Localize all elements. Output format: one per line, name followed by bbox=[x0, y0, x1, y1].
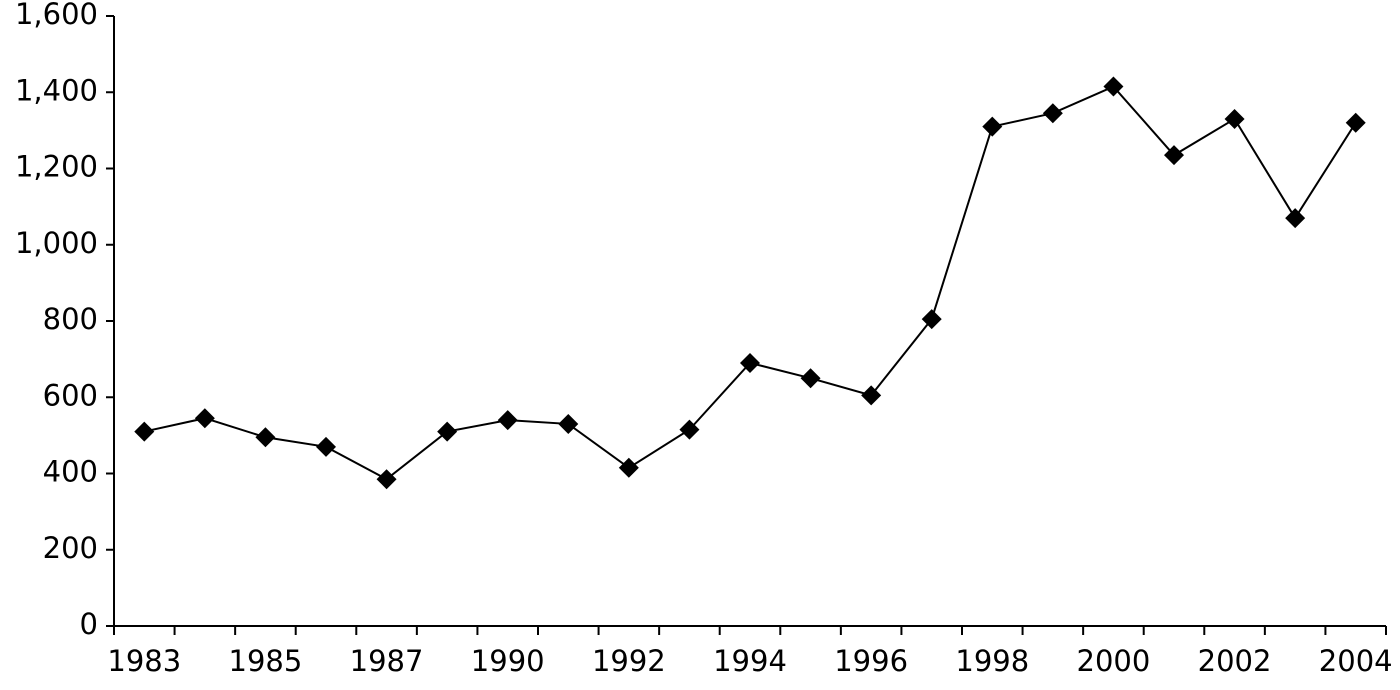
x-tick-label: 1983 bbox=[107, 644, 181, 678]
marker bbox=[194, 408, 215, 429]
x-tick-label: 1994 bbox=[713, 644, 787, 678]
marker bbox=[1164, 145, 1184, 166]
x-tick-label: 1992 bbox=[592, 644, 666, 678]
marker bbox=[679, 419, 700, 440]
marker bbox=[558, 413, 579, 434]
y-tick-label: 200 bbox=[43, 531, 98, 565]
marker bbox=[618, 457, 639, 478]
x-tick-label: 2004 bbox=[1319, 644, 1393, 678]
x-tick-label: 1998 bbox=[955, 644, 1029, 678]
marker bbox=[800, 368, 821, 389]
y-tick-label: 0 bbox=[80, 607, 98, 641]
y-tick-label: 1,400 bbox=[15, 73, 98, 107]
marker bbox=[1103, 76, 1124, 97]
marker bbox=[1224, 108, 1245, 129]
x-tick-label: 1990 bbox=[471, 644, 545, 678]
marker bbox=[316, 436, 336, 457]
marker bbox=[134, 421, 155, 442]
x-tick-label: 1987 bbox=[350, 644, 424, 678]
marker bbox=[1345, 112, 1366, 133]
y-tick-label: 1,000 bbox=[15, 226, 98, 260]
marker bbox=[1285, 208, 1306, 229]
y-tick-label: 1,200 bbox=[15, 150, 98, 184]
y-tick-label: 600 bbox=[43, 378, 98, 412]
x-tick-label: 1985 bbox=[229, 644, 303, 678]
marker bbox=[861, 385, 882, 406]
marker bbox=[437, 421, 458, 442]
y-tick-label: 400 bbox=[43, 455, 98, 489]
marker bbox=[921, 309, 942, 330]
marker bbox=[740, 352, 760, 373]
x-tick-label: 2000 bbox=[1077, 644, 1151, 678]
marker bbox=[255, 427, 276, 448]
marker bbox=[1042, 103, 1063, 124]
marker bbox=[376, 469, 397, 490]
marker bbox=[982, 116, 1003, 137]
x-tick-label: 1996 bbox=[834, 644, 908, 678]
y-tick-label: 1,600 bbox=[15, 0, 98, 31]
x-tick-label: 2002 bbox=[1198, 644, 1272, 678]
marker bbox=[497, 410, 518, 431]
y-tick-label: 800 bbox=[43, 302, 98, 336]
